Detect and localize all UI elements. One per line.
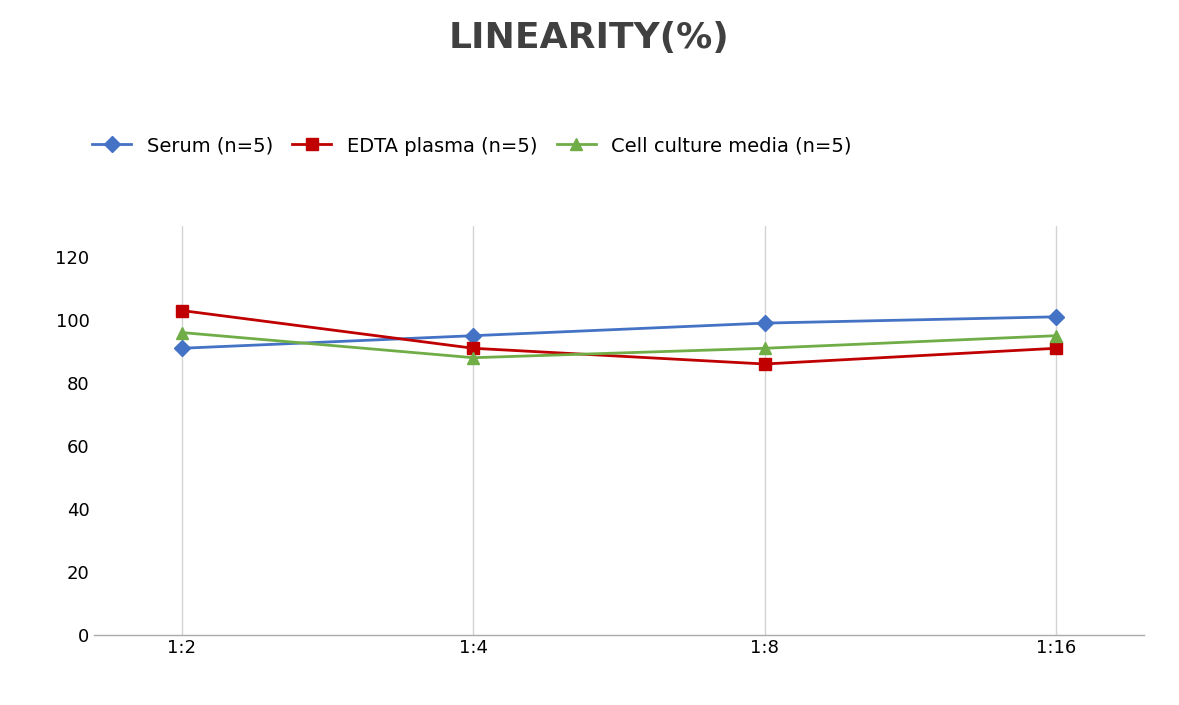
Line: Serum (n=5): Serum (n=5) xyxy=(176,312,1062,354)
EDTA plasma (n=5) xyxy=(1049,344,1063,352)
EDTA plasma (n=5) xyxy=(174,306,189,314)
EDTA plasma (n=5) xyxy=(758,360,772,368)
Legend: Serum (n=5), EDTA plasma (n=5), Cell culture media (n=5): Serum (n=5), EDTA plasma (n=5), Cell cul… xyxy=(92,137,851,156)
Serum (n=5) xyxy=(174,344,189,352)
EDTA plasma (n=5) xyxy=(466,344,480,352)
Line: EDTA plasma (n=5): EDTA plasma (n=5) xyxy=(176,305,1062,369)
Serum (n=5) xyxy=(1049,312,1063,321)
Serum (n=5) xyxy=(466,331,480,340)
Text: LINEARITY(%): LINEARITY(%) xyxy=(449,21,730,55)
Serum (n=5) xyxy=(758,319,772,327)
Cell culture media (n=5) xyxy=(1049,331,1063,340)
Line: Cell culture media (n=5): Cell culture media (n=5) xyxy=(176,327,1062,363)
Cell culture media (n=5) xyxy=(758,344,772,352)
Cell culture media (n=5) xyxy=(174,329,189,337)
Cell culture media (n=5) xyxy=(466,353,480,362)
